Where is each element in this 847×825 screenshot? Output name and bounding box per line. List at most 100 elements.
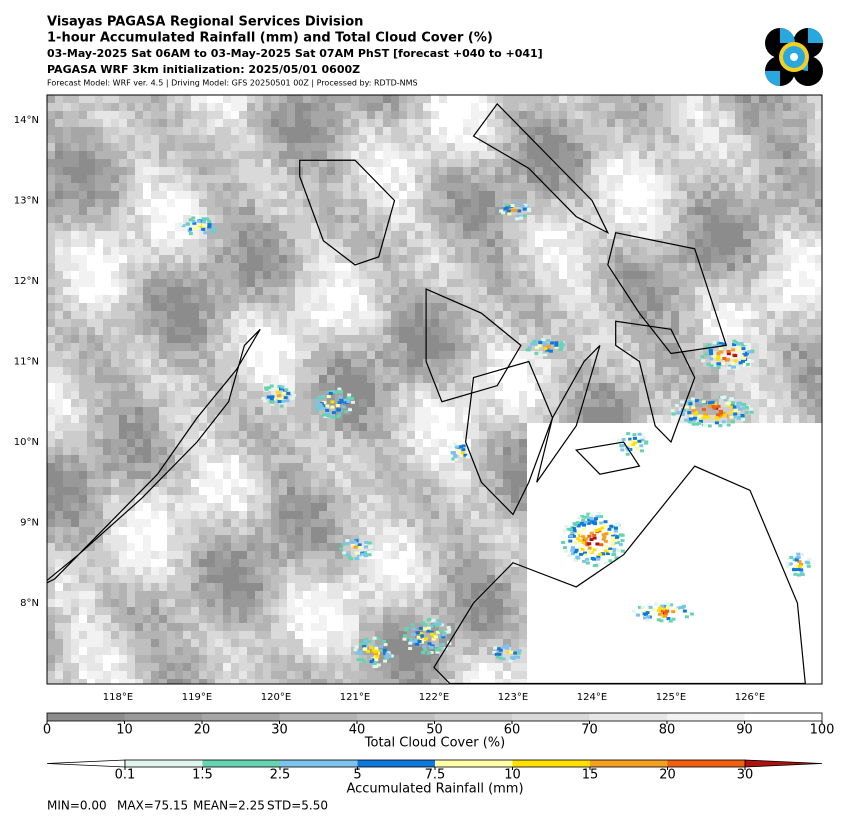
cloud-cell [511, 383, 519, 391]
cloud-cell [111, 407, 119, 415]
cloud-cell [263, 239, 271, 247]
cloud-cell [167, 199, 175, 207]
cloud-cell [375, 367, 383, 375]
cloud-cell [127, 207, 135, 215]
cloud-cell [111, 367, 119, 375]
cloud-cell [815, 295, 822, 303]
cloud-cell [447, 231, 455, 239]
cloud-cell [191, 143, 199, 151]
cloud-cell [207, 295, 215, 303]
cloud-cell [719, 327, 727, 335]
cloud-cell [343, 503, 351, 511]
cloud-cell [239, 255, 247, 263]
cloud-cell [527, 359, 535, 367]
cloud-cell [119, 247, 127, 255]
cloud-cell [551, 223, 559, 231]
cloud-cell [247, 399, 255, 407]
cloud-cell [71, 295, 79, 303]
cloud-cell [471, 455, 479, 463]
cloud-cell [103, 239, 111, 247]
cloud-cell [623, 207, 631, 215]
cloud-cell [303, 415, 311, 423]
cloud-cell [55, 391, 63, 399]
cloud-cell [71, 223, 79, 231]
cloud-cell [487, 175, 495, 183]
cloud-cell [719, 391, 727, 399]
cloud-cell [103, 375, 111, 383]
cloud-cell [319, 231, 327, 239]
cloud-cell [783, 359, 791, 367]
cloud-cell [343, 207, 351, 215]
cloud-cell [527, 239, 535, 247]
cloud-cell [503, 471, 511, 479]
cloud-cell [751, 183, 759, 191]
cloud-cell [63, 415, 71, 423]
cloud-cell [431, 215, 439, 223]
cloud-cell [255, 103, 263, 111]
cloud-cell [647, 151, 655, 159]
cloud-cell [407, 399, 415, 407]
cloud-cell [343, 311, 351, 319]
cloud-cell [343, 287, 351, 295]
cloud-cell [783, 191, 791, 199]
cloud-cell [287, 167, 295, 175]
cloud-cell [447, 319, 455, 327]
cloud-cell [367, 471, 375, 479]
cloud-cell [751, 319, 759, 327]
cloud-cell [47, 231, 55, 239]
cloud-cell [263, 359, 271, 367]
cloud-cell [695, 151, 703, 159]
cloud-cell [607, 391, 615, 399]
cloud-cell [647, 271, 655, 279]
cloud-cell [791, 319, 799, 327]
cloud-cell [671, 239, 679, 247]
cloud-cell [199, 255, 207, 263]
cloud-cell [287, 471, 295, 479]
cloud-cell [191, 407, 199, 415]
cloud-cell [535, 95, 543, 103]
cloud-cell [495, 215, 503, 223]
cloud-cell [383, 215, 391, 223]
cloud-cell [79, 487, 87, 495]
cloud-cell [111, 151, 119, 159]
cloud-cell [431, 295, 439, 303]
cloud-cell [783, 95, 791, 103]
cloud-cell [127, 487, 135, 495]
cloud-cell [207, 359, 215, 367]
cloud-cell [815, 423, 822, 431]
cloud-cell [255, 359, 263, 367]
cloud-cell [703, 463, 711, 471]
cloud-cell [111, 239, 119, 247]
cloud-cell [623, 143, 631, 151]
cloud-cell [159, 399, 167, 407]
cloud-cell [175, 271, 183, 279]
cloud-cell [191, 359, 199, 367]
cloud-cell [135, 367, 143, 375]
cloud-cell [583, 159, 591, 167]
cloud-cell [255, 503, 263, 511]
cloud-cell [439, 495, 447, 503]
cloud-cell [775, 135, 783, 143]
cloud-cell [479, 263, 487, 271]
cloud-cell [479, 487, 487, 495]
cloud-cell [399, 199, 407, 207]
cloud-cell [295, 375, 303, 383]
cloud-cell [255, 447, 263, 455]
cloud-cell [783, 103, 791, 111]
cloud-cell [207, 231, 215, 239]
cloud-cell [383, 239, 391, 247]
cloud-cell [791, 311, 799, 319]
cloud-cell [63, 127, 71, 135]
cloud-cell [335, 359, 343, 367]
cloud-cell [615, 423, 623, 431]
cloud-cell [423, 127, 431, 135]
cloud-cell [391, 383, 399, 391]
cloud-cell [423, 119, 431, 127]
cloud-cell [759, 199, 767, 207]
cloud-cell [247, 455, 255, 463]
cloud-cell [719, 487, 727, 495]
cloud-cell [367, 303, 375, 311]
cloud-cell [591, 143, 599, 151]
cloud-cell [111, 127, 119, 135]
cloud-cell [703, 151, 711, 159]
